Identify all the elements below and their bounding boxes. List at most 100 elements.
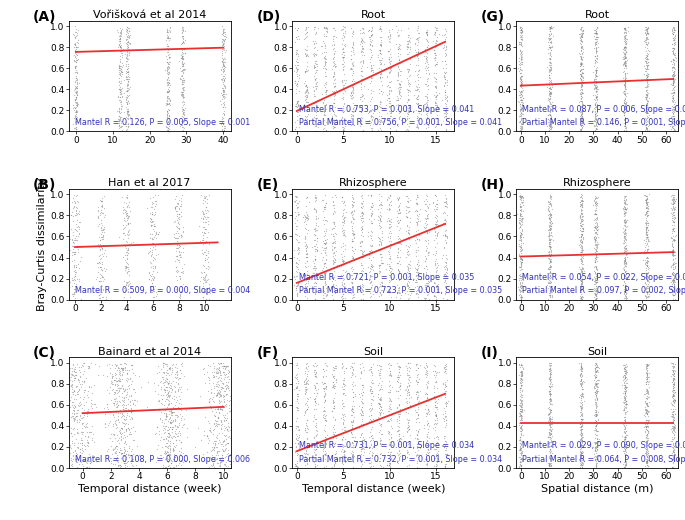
Point [421,441,432,450]
Point [58,379,69,387]
Point [219,365,230,373]
Point [199,426,210,435]
Point [163,65,174,73]
Point [667,463,678,471]
Point [327,197,338,205]
Point [573,456,584,464]
Point [441,263,452,271]
Point [319,243,330,252]
Point [219,31,229,40]
Point [421,28,432,36]
Point [545,395,556,404]
Point [357,202,368,210]
Point [119,431,129,439]
Point [169,233,179,241]
Point [366,27,377,35]
Point [643,97,653,106]
Point [442,97,453,106]
Point [161,40,172,48]
Point [384,395,395,403]
Point [212,389,223,398]
Point [355,203,366,212]
Point [439,462,450,470]
Point [68,413,79,422]
Point [384,381,395,389]
Point [301,376,312,385]
Point [575,229,586,238]
Point [440,24,451,33]
Point [178,52,189,60]
Point [65,461,76,469]
Point [347,243,358,251]
Point [327,245,338,254]
Point [117,229,128,237]
Point [119,436,130,445]
Point [310,270,321,279]
Point [545,62,556,71]
Point [405,289,416,297]
Point [69,282,80,290]
Point [412,431,423,439]
Point [575,242,586,251]
Point [69,268,80,276]
Point [160,383,171,392]
Point [545,291,556,300]
Point [619,248,630,256]
Point [670,32,681,41]
Point [640,109,651,118]
Point [577,420,588,428]
Point [590,363,601,372]
Point [72,204,83,212]
Point [643,276,654,284]
Point [337,396,348,404]
Point [515,212,526,220]
Point [174,405,185,413]
Point [577,69,588,77]
Point [640,233,651,241]
Point [394,64,405,73]
Point [116,423,127,432]
Point [318,443,329,451]
Point [438,64,449,72]
Point [172,268,183,276]
Point [302,422,313,431]
Point [590,111,601,120]
Point [591,71,602,80]
Point [364,97,375,106]
Point [543,433,553,441]
Point [317,378,328,386]
Point [290,24,301,32]
Point [293,87,304,95]
Point [95,259,105,267]
Point [668,417,679,425]
Point [517,365,528,373]
Point [320,58,331,67]
Point [515,219,526,227]
Point [590,199,601,207]
Point [516,99,527,108]
Point [640,258,651,266]
Point [77,420,88,428]
Point [590,43,601,51]
Point [619,102,630,111]
Point [214,454,225,462]
Point [168,446,179,454]
Point [515,411,526,420]
Point [543,24,554,33]
Point [577,434,588,443]
Point [575,420,586,428]
Point [376,449,387,458]
Point [178,110,189,118]
Point [671,54,682,62]
Point [209,365,220,373]
Point [329,457,340,465]
Point [366,62,377,71]
Point [69,40,80,48]
Point [422,408,433,416]
Point [64,443,75,451]
Point [347,87,358,96]
Point [170,205,181,213]
Point [358,436,369,445]
Point [414,236,425,244]
Point [328,282,339,291]
